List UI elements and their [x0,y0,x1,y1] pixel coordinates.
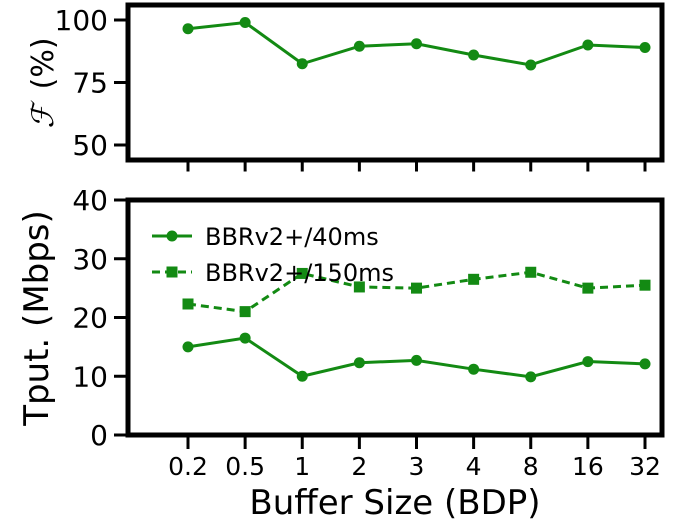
data-point [182,341,194,353]
throughput-y-axis-title: Tput. (Mbps) [17,210,57,427]
y-tick-label: 20 [72,302,108,335]
data-point [239,17,251,28]
data-point [353,40,365,52]
fairness-series [182,17,651,71]
x-tick-label: 3 [409,452,425,481]
x-tick-label: 32 [629,452,661,481]
throughput-series [182,266,651,383]
data-point [582,282,594,294]
x-tick-label: 0.5 [225,452,265,481]
data-point [582,39,594,51]
data-point [411,354,422,366]
x-axis-title: Buffer Size (BDP) [249,483,540,523]
legend-label-150ms: BBRv2+/150ms [205,259,394,287]
legend-marker-150ms [166,266,178,278]
data-point [296,267,308,279]
data-point [639,358,651,370]
data-point [411,38,422,50]
throughput-panel: 0 10 20 30 40 0.2 0.5 1 2 3 4 8 16 32 Tput. (Mbps) B… [17,184,665,523]
y-tick-label: 100 [55,4,108,37]
x-tick-label: 16 [572,452,604,481]
throughput-plot-frame [125,197,665,438]
data-point [353,281,365,293]
data-point [353,357,365,369]
x-tick-label: 8 [523,452,539,481]
data-point [239,332,251,344]
y-tick-label: 50 [72,129,108,162]
data-point [582,356,594,368]
data-point [468,273,480,285]
data-point [182,23,194,35]
fairness-x-ticks [186,159,647,172]
data-point [639,42,651,53]
legend-label-40ms: BBRv2+/40ms [205,223,379,251]
data-point [525,371,537,383]
fairness-panel: 50 75 100 ℱ (%) [26,2,665,172]
y-tick-label: 30 [72,243,108,276]
y-tick-label: 10 [72,360,108,393]
data-point [239,306,251,318]
series-line [187,270,646,314]
data-point [525,266,537,278]
throughput-y-ticks: 0 10 20 30 40 [72,184,126,452]
x-tick-label: 0.2 [168,452,208,481]
x-tick-label: 2 [351,452,367,481]
data-point [296,58,308,70]
x-tick-label: 4 [466,452,482,481]
data-point [296,370,308,382]
x-tick-label: 1 [294,452,310,481]
svg-text:ℱ (%): ℱ (%) [26,37,61,128]
fairness-symbol: ℱ [26,100,61,129]
fairness-unit: (%) [26,37,61,89]
legend: BBRv2+/40ms BBRv2+/150ms [152,223,394,287]
data-point [468,363,480,375]
data-point [182,298,194,310]
y-tick-label: 0 [90,419,108,452]
y-tick-label: 75 [72,67,108,100]
legend-entry-150ms: BBRv2+/150ms [152,259,394,287]
fairness-y-ticks: 50 75 100 [55,4,126,162]
throughput-x-ticks: 0.2 0.5 1 2 3 4 8 16 32 [168,437,661,481]
data-point [525,59,537,71]
y-tick-label: 40 [72,184,108,217]
legend-entry-40ms: BBRv2+/40ms [152,223,379,251]
fairness-y-axis-title: ℱ (%) [26,37,61,128]
legend-marker-40ms [166,230,178,242]
data-point [468,49,480,61]
data-point [411,282,422,294]
fairness-plot-frame [125,2,665,163]
data-point [639,279,651,291]
